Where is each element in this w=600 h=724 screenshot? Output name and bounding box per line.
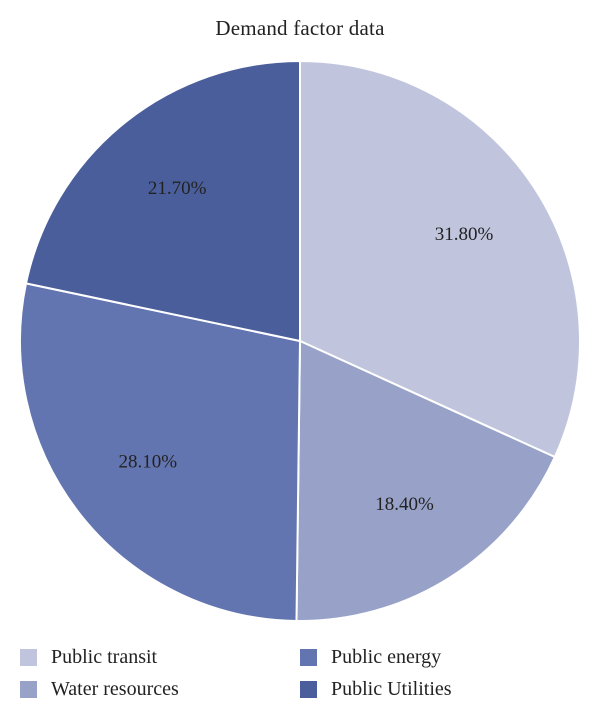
legend-swatch (20, 649, 37, 666)
legend-label: Public Utilities (331, 678, 452, 700)
legend-swatch (300, 681, 317, 698)
data-label-public-utilities: 21.70% (148, 178, 207, 199)
legend-label: Water resources (51, 678, 179, 700)
legend-item-water-resources: Water resources (20, 678, 179, 701)
data-label-water-resources: 18.40% (375, 494, 434, 515)
legend-label: Public transit (51, 646, 158, 668)
legend-swatch (20, 681, 37, 698)
legend: Public transit Water resources Public ener… (20, 646, 580, 716)
pie-data-labels: 31.80% 18.40% 28.10% 21.70% (119, 178, 494, 515)
data-label-public-energy: 28.10% (119, 451, 178, 472)
legend-item-public-utilities: Public Utilities (300, 678, 452, 701)
pie-chart: 31.80% 18.40% 28.10% 21.70% (19, 59, 581, 622)
legend-label: Public energy (331, 646, 442, 668)
legend-swatch (300, 649, 317, 666)
pie-slice-public-utilities (24, 59, 301, 343)
chart-title: Demand factor data (215, 16, 385, 40)
pie-slice-water-resources (295, 339, 557, 622)
pie-slice-public-transit (299, 59, 581, 459)
legend-item-public-energy: Public energy (300, 646, 441, 669)
pie-slice-public-energy (19, 282, 302, 622)
legend-item-public-transit: Public transit (20, 646, 157, 669)
data-label-public-transit: 31.80% (435, 224, 494, 245)
pie-slices (19, 59, 581, 622)
